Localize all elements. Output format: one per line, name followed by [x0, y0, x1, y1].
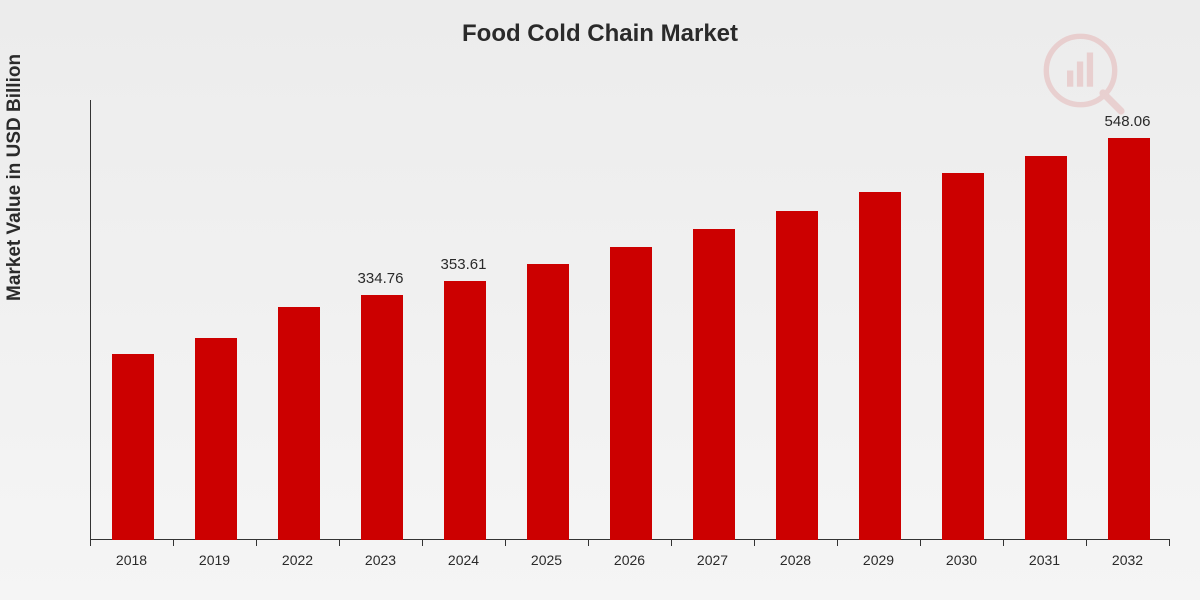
bar-group: 2028	[754, 100, 837, 540]
bar	[610, 247, 652, 540]
x-tick	[256, 540, 257, 546]
bar-group: 2018	[90, 100, 173, 540]
bar	[693, 229, 735, 540]
bar-value-label: 353.61	[422, 256, 505, 273]
bar-group: 353.612024	[422, 100, 505, 540]
x-axis-label: 2031	[1003, 552, 1086, 568]
x-tick	[920, 540, 921, 546]
x-axis-label: 2026	[588, 552, 671, 568]
bar-group: 2031	[1003, 100, 1086, 540]
x-axis-label: 2030	[920, 552, 1003, 568]
bar-group: 2022	[256, 100, 339, 540]
x-tick	[754, 540, 755, 546]
x-axis-label: 2028	[754, 552, 837, 568]
bar	[527, 264, 569, 540]
bar-group: 2026	[588, 100, 671, 540]
bar	[859, 192, 901, 540]
bar	[112, 354, 154, 540]
x-axis-label: 2024	[422, 552, 505, 568]
bar	[361, 295, 403, 540]
bar-value-label: 334.76	[339, 270, 422, 287]
bar-group: 2025	[505, 100, 588, 540]
bar	[1025, 156, 1067, 540]
bar	[776, 211, 818, 540]
bar	[278, 307, 320, 540]
x-tick	[90, 540, 91, 546]
bar	[942, 173, 984, 540]
x-tick	[1003, 540, 1004, 546]
x-tick	[671, 540, 672, 546]
x-axis-label: 2019	[173, 552, 256, 568]
x-tick	[173, 540, 174, 546]
bar	[1108, 138, 1150, 540]
x-tick	[339, 540, 340, 546]
bar-group: 548.062032	[1086, 100, 1169, 540]
x-tick	[1086, 540, 1087, 546]
x-axis-label: 2029	[837, 552, 920, 568]
bar-group: 2029	[837, 100, 920, 540]
x-axis-label: 2018	[90, 552, 173, 568]
chart-area: 201820192022334.762023353.61202420252026…	[70, 100, 1170, 540]
y-axis-label: Market Value in USD Billion	[4, 54, 26, 301]
x-axis-label: 2022	[256, 552, 339, 568]
bar-group: 334.762023	[339, 100, 422, 540]
x-tick	[837, 540, 838, 546]
x-tick	[1169, 540, 1170, 546]
x-tick	[422, 540, 423, 546]
bars-container: 201820192022334.762023353.61202420252026…	[90, 100, 1170, 540]
bar-value-label: 548.06	[1086, 113, 1169, 130]
x-tick	[588, 540, 589, 546]
bar	[195, 338, 237, 540]
chart-title: Food Cold Chain Market	[0, 0, 1200, 48]
x-axis-label: 2025	[505, 552, 588, 568]
x-axis-label: 2023	[339, 552, 422, 568]
bar-group: 2027	[671, 100, 754, 540]
x-axis-label: 2027	[671, 552, 754, 568]
bar-group: 2030	[920, 100, 1003, 540]
x-tick	[505, 540, 506, 546]
bar	[444, 281, 486, 540]
plot-area: 201820192022334.762023353.61202420252026…	[90, 100, 1170, 540]
x-axis-label: 2032	[1086, 552, 1169, 568]
bar-group: 2019	[173, 100, 256, 540]
